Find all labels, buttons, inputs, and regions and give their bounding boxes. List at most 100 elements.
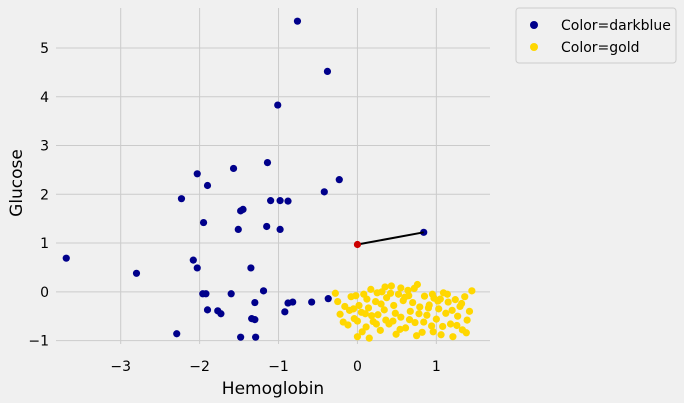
point-gold [437,331,445,339]
point-darkblue [259,287,268,295]
legend-marker-darkblue [530,21,538,29]
point-gold [453,321,461,330]
point-gold [349,305,358,313]
tick-labels: −3 −2 −1 0 1 −1 0 1 2 3 4 5 [28,41,440,375]
point-darkblue [281,308,289,316]
point-darkblue [267,197,275,205]
point-darkblue [234,225,242,233]
point-gold [389,317,397,325]
point-gold [413,332,421,340]
point-darkblue [132,269,141,277]
legend: Color=darkblue Color=gold [515,7,677,64]
point-gold [391,309,399,317]
y-tick-label: 0 [40,285,49,301]
point-gold [415,310,423,318]
point-gold [411,318,419,327]
point-gold [363,295,371,303]
point-gold [424,304,433,312]
point-darkblue [308,298,316,306]
point-gold [367,285,375,293]
point-gold [376,326,384,334]
point-gold [409,298,417,307]
point-gold [420,318,428,326]
point-gold [443,290,451,298]
y-tick-label: 1 [40,236,49,252]
point-darkblue [202,290,210,298]
point-darkblue [203,181,212,190]
point-gold [373,289,381,297]
point-gold [361,310,369,318]
legend-label-darkblue: Color=darkblue [561,18,671,34]
point-gold [418,328,426,336]
point-darkblue [237,333,245,341]
point-darkblue [323,67,332,75]
point-darkblue [276,197,284,205]
point-darkblue [193,170,201,178]
point-gold [401,324,410,332]
point-gold [364,304,373,312]
point-gold [420,292,429,300]
point-darkblue [203,306,212,314]
point-gold [463,316,471,324]
point-gold [386,289,395,297]
point-gold [428,290,436,298]
x-tick-label: 1 [432,359,441,375]
point-darkblue [229,164,238,173]
point-gold [461,293,469,301]
point-gold [462,329,470,337]
point-gold [368,312,376,320]
point-gold [429,328,437,336]
point-gold [410,284,418,293]
x-tick-label: −2 [189,359,210,375]
point-darkblue [237,207,245,215]
point-gold [365,334,373,342]
point-darkblue [193,264,201,272]
point-darkblue [263,222,271,231]
point-darkblue [227,290,235,298]
point-gold [341,302,349,311]
point-darkblue [335,176,343,184]
point-gold [355,301,363,310]
point-gold [380,306,388,314]
point-darkblue [189,256,197,264]
point-gold [442,309,450,317]
point-gold [371,297,380,306]
y-axis-label: Glucose [7,149,27,217]
point-gold [336,310,344,318]
point-darkblue [284,197,292,205]
y-tick-label: 2 [40,187,49,203]
legend-box [515,7,677,64]
y-tick-label: −1 [28,334,49,350]
point-gold [423,311,431,319]
x-tick-label: −3 [110,359,131,375]
point-gold [436,295,444,303]
point-gold [405,292,413,300]
point-gold [451,296,459,304]
point-gold [382,316,390,324]
point-gold [396,325,404,333]
point-gold [404,286,412,294]
point-gold [448,306,456,314]
y-tick-label: 5 [40,41,49,57]
point-darkblue [173,330,181,338]
point-gold [353,317,362,325]
x-tick-label: 0 [353,359,362,375]
point-gold [339,318,347,326]
point-gold [416,303,424,311]
point-gold [331,289,339,297]
point-gold [397,313,405,321]
point-gold [449,333,457,341]
point-gold [387,282,395,290]
point-darkblue [276,225,284,233]
legend-marker-gold [530,43,538,51]
point-gold [432,315,440,323]
x-axis-label: Hemoglobin [222,379,324,399]
point-gold [390,301,398,310]
point-darkblue [289,298,297,306]
point-gold [377,300,385,308]
point-gold [405,316,414,324]
point-gold [428,322,436,330]
point-darkblue [251,316,259,324]
legend-label-gold: Color=gold [561,40,640,56]
